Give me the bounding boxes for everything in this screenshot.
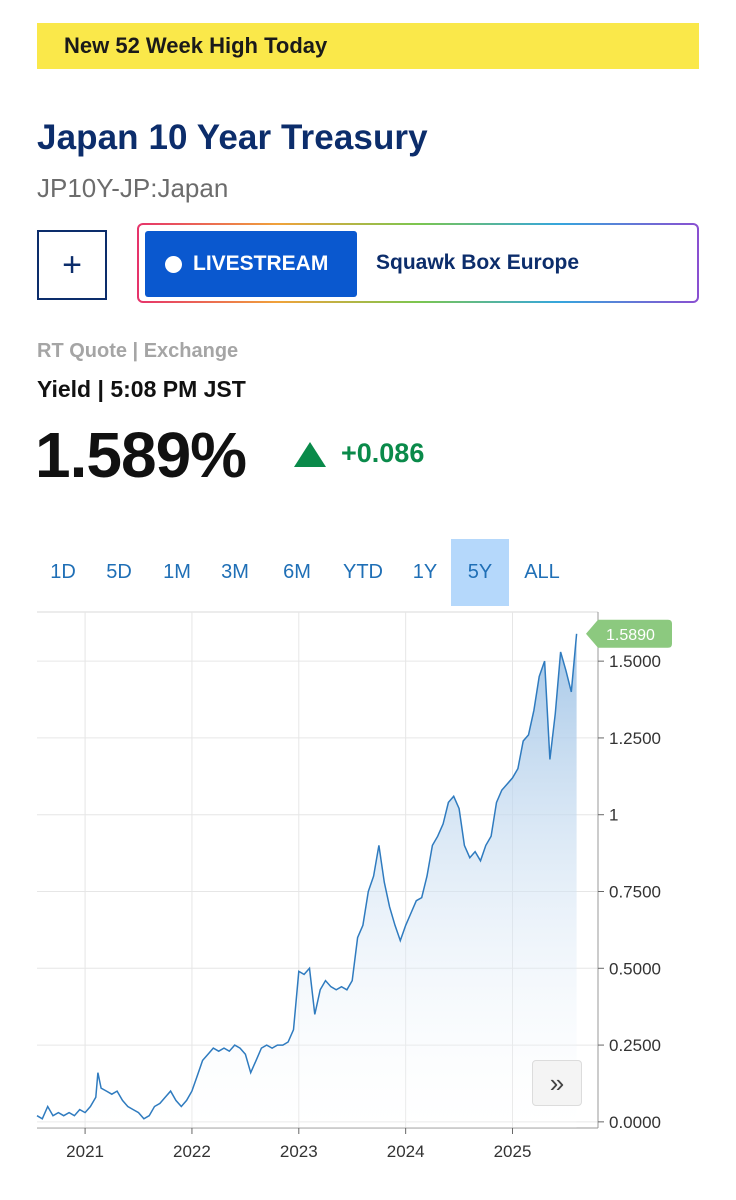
plus-icon: + — [62, 245, 82, 284]
livestream-card: LIVESTREAM Squawk Box Europe — [137, 223, 699, 303]
tab-5d[interactable]: 5D — [106, 561, 132, 583]
x-tick-label: 2022 — [173, 1142, 211, 1161]
yield-area-fill — [37, 633, 577, 1128]
y-tick-label: 1.2500 — [609, 729, 661, 748]
x-tick-label: 2023 — [280, 1142, 318, 1161]
y-tick-label: 0.5000 — [609, 959, 661, 978]
livestream-card-inner: LIVESTREAM Squawk Box Europe — [139, 225, 697, 301]
quote-source: RT Quote | Exchange — [37, 340, 239, 362]
tab-6m[interactable]: 6M — [283, 561, 311, 583]
time-range-tabs: 1D 5D 1M 3M 6M YTD 1Y 5Y ALL — [37, 539, 677, 606]
tab-3m[interactable]: 3M — [221, 561, 249, 583]
x-tick-label: 2024 — [387, 1142, 425, 1161]
tab-1y[interactable]: 1Y — [412, 561, 438, 583]
livestream-button[interactable]: LIVESTREAM — [145, 231, 357, 297]
y-tick-label: 0.0000 — [609, 1113, 661, 1132]
y-tick-label: 0.7500 — [609, 883, 661, 902]
x-tick-label: 2021 — [66, 1142, 104, 1161]
livestream-label: LIVESTREAM — [193, 252, 329, 275]
tab-1m[interactable]: 1M — [163, 561, 191, 583]
ticker-symbol: JP10Y-JP:Japan — [37, 173, 229, 203]
y-tick-label: 0.2500 — [609, 1036, 661, 1055]
last-value-label: 1.5890 — [606, 627, 655, 644]
page-title: Japan 10 Year Treasury — [37, 118, 428, 157]
up-arrow-icon — [294, 442, 326, 467]
yield-series-line — [36, 633, 578, 1120]
yield-time-label: Yield | 5:08 PM JST — [37, 376, 246, 402]
last-value-tag: 1.5890 — [586, 619, 672, 648]
scroll-right-button[interactable]: » — [532, 1060, 582, 1106]
add-to-watchlist-button[interactable]: + — [37, 230, 107, 300]
show-name-link[interactable]: Squawk Box Europe — [376, 251, 580, 274]
last-value-tag-shape — [586, 619, 672, 648]
price-change: +0.086 — [341, 438, 425, 468]
yield-chart[interactable]: 0.0000 0.2500 0.5000 0.7500 1 1.2500 1.5000 20… — [0, 610, 736, 1170]
tab-all[interactable]: ALL — [524, 561, 560, 583]
y-tick-label: 1.5000 — [609, 652, 661, 671]
y-tick-label: 1 — [609, 806, 618, 825]
x-tick-label: 2025 — [494, 1142, 532, 1161]
tab-1d[interactable]: 1D — [50, 561, 76, 583]
live-dot-icon — [165, 255, 182, 273]
y-axis-ticks: 0.0000 0.2500 0.5000 0.7500 1 1.2500 1.5000 — [598, 652, 661, 1132]
double-chevron-right-icon: » — [549, 1067, 565, 1098]
banner-text: New 52 Week High Today — [64, 33, 328, 58]
tab-5y[interactable]: 5Y — [451, 539, 509, 606]
last-price: 1.589% — [35, 419, 247, 491]
tab-ytd[interactable]: YTD — [343, 561, 383, 583]
new-52-week-high-banner: New 52 Week High Today — [37, 23, 699, 69]
x-axis-ticks: 2021 2022 2023 2024 2025 — [66, 1128, 531, 1161]
